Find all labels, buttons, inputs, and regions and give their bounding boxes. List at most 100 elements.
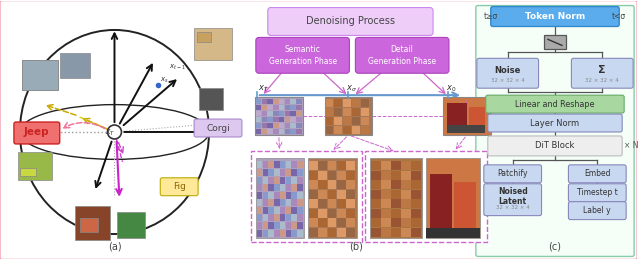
Text: Noise: Noise [495, 66, 521, 75]
FancyBboxPatch shape [328, 199, 337, 208]
FancyBboxPatch shape [337, 228, 346, 237]
FancyBboxPatch shape [346, 199, 355, 208]
FancyBboxPatch shape [426, 228, 480, 238]
Circle shape [108, 125, 122, 139]
FancyBboxPatch shape [411, 180, 420, 189]
FancyBboxPatch shape [391, 218, 401, 227]
FancyBboxPatch shape [285, 230, 291, 237]
Text: $x_{t-1}$: $x_{t-1}$ [169, 63, 186, 73]
FancyBboxPatch shape [488, 136, 622, 156]
FancyBboxPatch shape [251, 151, 362, 243]
FancyBboxPatch shape [346, 218, 355, 227]
FancyBboxPatch shape [22, 60, 58, 90]
FancyBboxPatch shape [280, 230, 285, 237]
FancyBboxPatch shape [318, 171, 327, 180]
FancyBboxPatch shape [344, 117, 351, 125]
FancyBboxPatch shape [274, 161, 280, 168]
FancyBboxPatch shape [401, 199, 411, 208]
FancyBboxPatch shape [318, 199, 327, 208]
FancyBboxPatch shape [381, 218, 391, 227]
Text: Detail
Generation Phase: Detail Generation Phase [368, 45, 436, 66]
FancyBboxPatch shape [296, 128, 301, 134]
FancyBboxPatch shape [194, 28, 232, 60]
Text: Corgi: Corgi [206, 124, 230, 133]
FancyBboxPatch shape [308, 218, 317, 227]
FancyBboxPatch shape [297, 161, 303, 168]
FancyBboxPatch shape [297, 222, 303, 229]
FancyBboxPatch shape [291, 128, 296, 134]
Text: (a): (a) [108, 242, 122, 251]
FancyBboxPatch shape [268, 122, 273, 128]
FancyBboxPatch shape [401, 171, 411, 180]
FancyBboxPatch shape [568, 184, 626, 202]
Text: t<σ: t<σ [612, 12, 626, 21]
FancyBboxPatch shape [274, 199, 280, 206]
FancyBboxPatch shape [365, 151, 487, 243]
FancyBboxPatch shape [285, 128, 290, 134]
FancyBboxPatch shape [371, 161, 381, 170]
FancyBboxPatch shape [362, 108, 369, 116]
FancyBboxPatch shape [262, 184, 268, 191]
FancyBboxPatch shape [344, 108, 351, 116]
FancyBboxPatch shape [22, 60, 58, 90]
FancyBboxPatch shape [194, 119, 242, 137]
Text: $x_s$: $x_s$ [160, 76, 169, 86]
FancyBboxPatch shape [391, 209, 401, 218]
FancyBboxPatch shape [362, 126, 369, 134]
FancyBboxPatch shape [262, 192, 268, 199]
FancyBboxPatch shape [280, 207, 285, 214]
FancyBboxPatch shape [262, 177, 268, 184]
FancyBboxPatch shape [308, 228, 317, 237]
FancyBboxPatch shape [391, 171, 401, 180]
FancyBboxPatch shape [268, 161, 274, 168]
FancyBboxPatch shape [353, 117, 360, 125]
FancyBboxPatch shape [469, 107, 485, 127]
FancyBboxPatch shape [20, 168, 36, 176]
FancyBboxPatch shape [346, 161, 355, 170]
FancyBboxPatch shape [296, 116, 301, 122]
FancyBboxPatch shape [274, 207, 280, 214]
FancyBboxPatch shape [280, 184, 285, 191]
FancyBboxPatch shape [79, 218, 97, 232]
FancyBboxPatch shape [262, 230, 268, 237]
FancyBboxPatch shape [273, 122, 278, 128]
FancyBboxPatch shape [326, 99, 333, 107]
FancyBboxPatch shape [318, 218, 327, 227]
FancyBboxPatch shape [256, 116, 261, 122]
FancyBboxPatch shape [257, 230, 262, 237]
Text: (b): (b) [349, 242, 364, 251]
FancyBboxPatch shape [447, 125, 485, 133]
Text: Jeep: Jeep [24, 127, 50, 137]
FancyBboxPatch shape [297, 177, 303, 184]
FancyBboxPatch shape [256, 37, 349, 73]
FancyBboxPatch shape [256, 110, 261, 116]
FancyBboxPatch shape [268, 214, 274, 221]
FancyBboxPatch shape [291, 99, 296, 104]
FancyBboxPatch shape [280, 161, 285, 168]
FancyBboxPatch shape [285, 161, 291, 168]
FancyBboxPatch shape [279, 105, 284, 110]
FancyBboxPatch shape [279, 110, 284, 116]
FancyBboxPatch shape [274, 169, 280, 176]
FancyBboxPatch shape [346, 228, 355, 237]
FancyBboxPatch shape [318, 180, 327, 189]
FancyBboxPatch shape [291, 184, 297, 191]
FancyBboxPatch shape [391, 228, 401, 237]
FancyBboxPatch shape [544, 35, 566, 49]
FancyBboxPatch shape [291, 169, 297, 176]
FancyBboxPatch shape [160, 178, 198, 196]
FancyBboxPatch shape [318, 161, 327, 170]
Text: Timestep t: Timestep t [577, 188, 618, 197]
FancyBboxPatch shape [274, 214, 280, 221]
FancyBboxPatch shape [257, 214, 262, 221]
FancyBboxPatch shape [391, 161, 401, 170]
FancyBboxPatch shape [268, 128, 273, 134]
FancyBboxPatch shape [344, 126, 351, 134]
FancyBboxPatch shape [335, 117, 342, 125]
FancyBboxPatch shape [256, 105, 261, 110]
FancyBboxPatch shape [411, 199, 420, 208]
FancyBboxPatch shape [308, 161, 317, 170]
FancyBboxPatch shape [391, 190, 401, 199]
FancyBboxPatch shape [279, 122, 284, 128]
FancyBboxPatch shape [262, 207, 268, 214]
